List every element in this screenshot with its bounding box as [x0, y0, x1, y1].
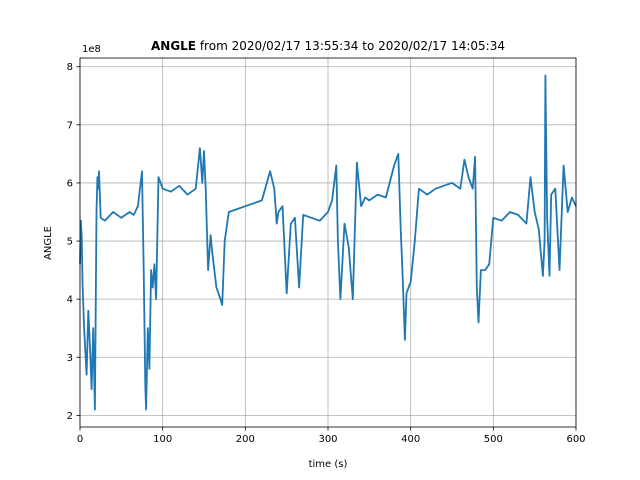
- y-tick-label: 3: [67, 353, 73, 364]
- y-tick-label: 7: [67, 120, 73, 131]
- series-line: [79, 74, 577, 411]
- x-tick-label: 0: [77, 434, 83, 445]
- y-tick-label: 2: [67, 411, 73, 422]
- plot-area: [79, 74, 577, 411]
- y-axis-label: ANGLE: [43, 226, 54, 260]
- x-tick-label: 600: [566, 434, 585, 445]
- y-axis: 2 3 4 5 6 7 8: [67, 62, 80, 422]
- chart-title: ANGLE from 2020/02/17 13:55:34 to 2020/0…: [151, 39, 505, 53]
- y-tick-label: 5: [67, 237, 73, 248]
- y-tick-label: 6: [67, 178, 73, 189]
- y-tick-label: 8: [67, 62, 73, 73]
- grid: [79, 58, 577, 427]
- chart-title-bold: ANGLE: [151, 39, 196, 53]
- x-tick-label: 300: [318, 434, 337, 445]
- y-tick-label: 4: [67, 295, 73, 306]
- x-axis: 0 100 200 300 400 500 600: [77, 427, 586, 445]
- x-tick-label: 400: [401, 434, 420, 445]
- chart-title-rest: from 2020/02/17 13:55:34 to 2020/02/17 1…: [196, 39, 505, 53]
- y-offset-label: 1e8: [82, 44, 101, 55]
- x-tick-label: 200: [236, 434, 255, 445]
- x-tick-label: 100: [153, 434, 172, 445]
- x-tick-label: 500: [484, 434, 503, 445]
- x-axis-label: time (s): [309, 459, 348, 470]
